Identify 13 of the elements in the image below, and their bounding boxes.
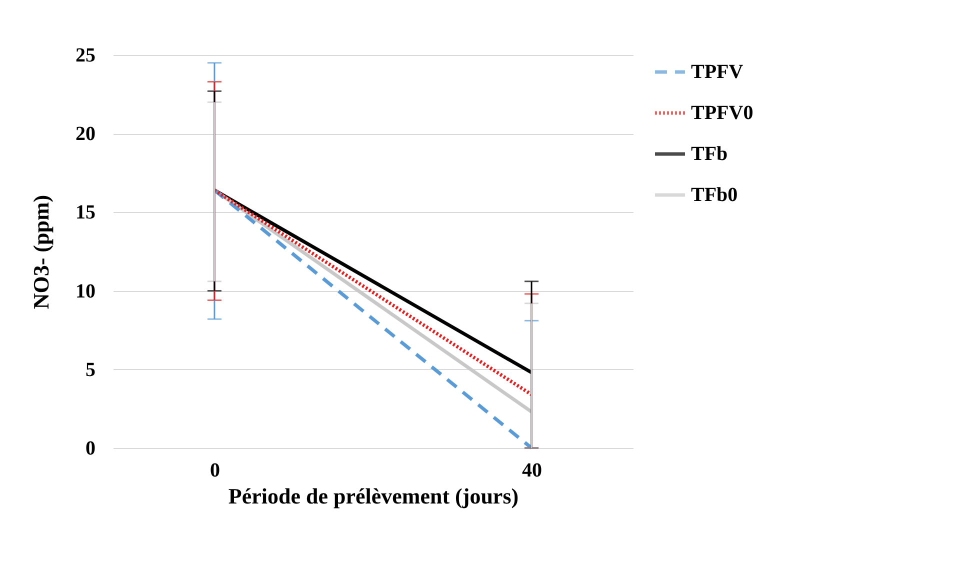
legend-label: TPFV [691,61,744,83]
y-tick-label: 10 [76,280,96,302]
y-tick-label: 5 [86,358,96,381]
legend-label: TFb0 [691,184,738,206]
x-axis-title: Période de prélèvement (jours) [228,484,519,508]
y-tick-label: 15 [76,202,96,224]
x-tick-label: 40 [522,460,542,482]
y-tick-label: 20 [76,123,96,146]
y-tick-label: 0 [86,438,96,460]
y-axis-title: NO3- (ppm) [28,194,54,310]
legend-label: TFb [691,143,728,165]
legend-label: TPFV0 [691,102,754,124]
y-tick-label: 25 [76,44,96,66]
